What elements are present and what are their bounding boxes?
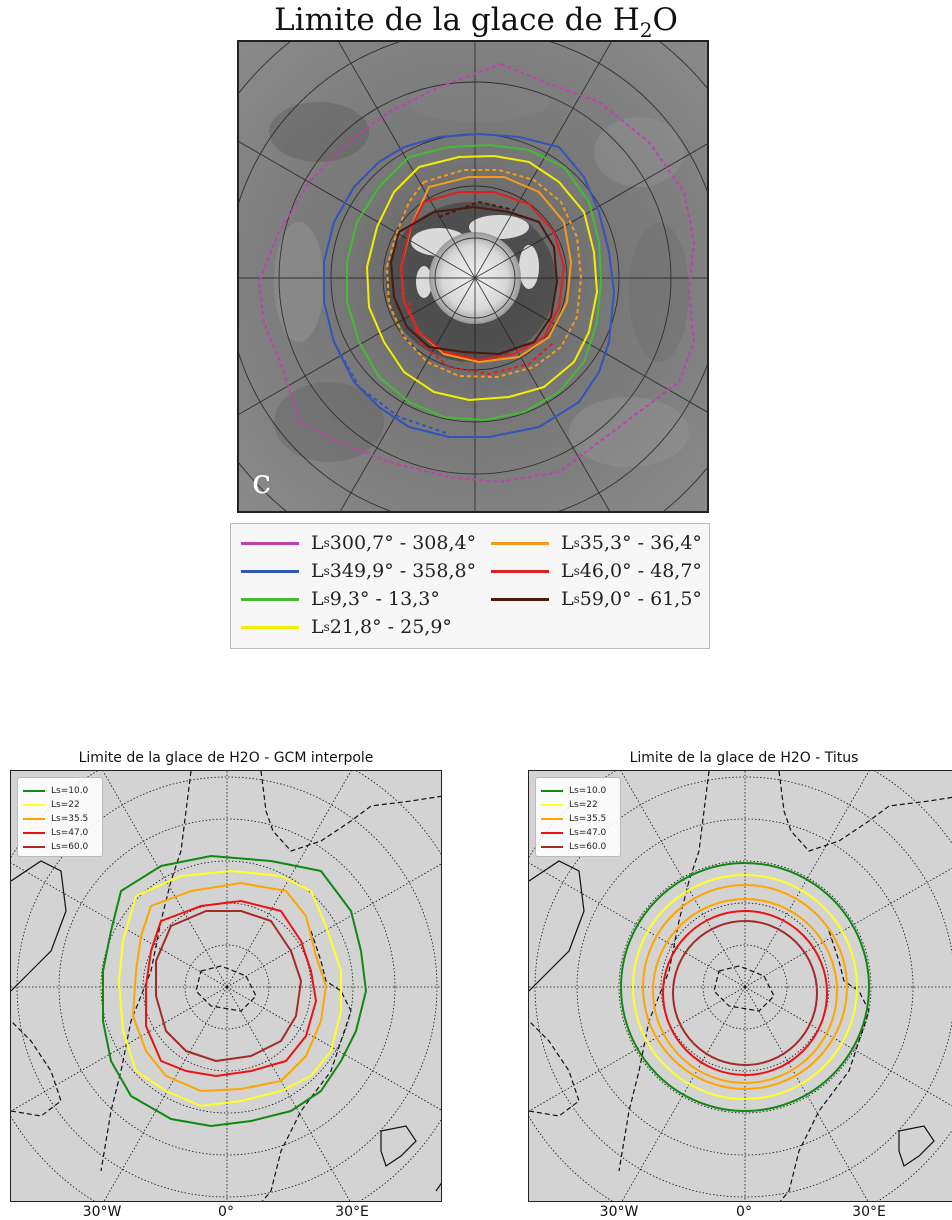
legend-swatch xyxy=(491,569,549,573)
gcm-map-title: Limite de la glace de H2O - GCM interpol… xyxy=(78,750,374,766)
contour-ls-300 xyxy=(258,63,695,483)
legend-item: Ls=35.5 xyxy=(541,812,606,826)
titus-legend: Ls=10.0 Ls=22 Ls=35.5 Ls=47.0 Ls=60.0 xyxy=(535,777,621,857)
legend-swatch xyxy=(23,846,45,848)
contour-ls-350 xyxy=(323,133,615,438)
titus-tick-30e: 30°E xyxy=(852,1204,886,1220)
titus-coastlines xyxy=(529,771,952,1201)
titus-map-title: Limite de la glace de H2O - Titus xyxy=(629,750,859,766)
gcm-polar-map: Ls=10.0 Ls=22 Ls=35.5 Ls=47.0 Ls=60.0 xyxy=(10,770,442,1202)
legend-swatch xyxy=(241,625,299,629)
contour-ls-46 xyxy=(400,191,565,361)
titus-graticule xyxy=(529,771,952,1201)
contour-ls-10 xyxy=(346,144,602,421)
legend-item: Ls=47.0 xyxy=(541,826,606,840)
legend-swatch xyxy=(23,832,45,834)
gcm-contour-ls-60 xyxy=(155,910,302,1062)
titus-contours xyxy=(620,862,870,1112)
gcm-graticule xyxy=(11,771,441,1201)
legend-item: Ls=60.0 xyxy=(23,840,88,854)
panel-letter: c xyxy=(252,462,272,502)
legend-swatch xyxy=(541,804,563,806)
titus-contour-ls-47 xyxy=(662,910,828,1076)
titus-contour-ls-60 xyxy=(672,920,818,1066)
gcm-contour-ls-10 xyxy=(102,855,367,1127)
contour-ls-22 xyxy=(366,155,598,401)
top-map-graphic xyxy=(239,42,707,511)
legend-swatch xyxy=(541,790,563,792)
top-map-title: Limite de la glace de H2O xyxy=(274,2,678,43)
top-graticule xyxy=(239,42,707,511)
contour-ls-35 xyxy=(386,169,582,378)
contour-ls-59 xyxy=(390,206,558,355)
titus-contour-ls-35b xyxy=(652,898,838,1084)
legend-swatch xyxy=(241,569,299,573)
titus-tick-0: 0° xyxy=(736,1204,752,1220)
legend-item: Ls=10.0 xyxy=(23,784,88,798)
gcm-contour-ls-35 xyxy=(132,882,327,1092)
titus-tick-30w: 30°W xyxy=(599,1204,639,1220)
gcm-tick-0: 0° xyxy=(218,1204,234,1220)
top-polar-map xyxy=(237,40,709,513)
legend-swatch xyxy=(241,541,299,545)
legend-item: Ls=35.5 xyxy=(23,812,88,826)
top-contours xyxy=(258,63,695,483)
legend-swatch xyxy=(23,818,45,820)
legend-item: Ls=47.0 xyxy=(23,826,88,840)
legend-swatch xyxy=(491,597,549,601)
legend-swatch xyxy=(541,818,563,820)
gcm-contour-ls-47 xyxy=(145,900,317,1077)
legend-swatch xyxy=(241,597,299,601)
legend-swatch xyxy=(541,832,563,834)
legend-item: Ls=22 xyxy=(23,798,80,812)
gcm-contour-ls-22 xyxy=(118,870,342,1107)
legend-swatch xyxy=(23,804,45,806)
legend-item: Ls=22 xyxy=(541,798,598,812)
gcm-tick-30w: 30°W xyxy=(82,1204,122,1220)
titus-contour-ls-10 xyxy=(620,862,870,1112)
titus-contour-ls-35a xyxy=(642,884,848,1090)
gcm-map-graphic xyxy=(11,771,441,1201)
legend-item: Ls=10.0 xyxy=(541,784,606,798)
legend-swatch xyxy=(541,846,563,848)
legend-item: Ls=60.0 xyxy=(541,840,606,854)
gcm-contours xyxy=(102,855,367,1127)
titus-map-graphic xyxy=(529,771,952,1201)
titus-contour-ls-22 xyxy=(632,874,858,1100)
terrain-texture xyxy=(269,82,689,467)
legend-swatch xyxy=(23,790,45,792)
titus-polar-map: Ls=10.0 Ls=22 Ls=35.5 Ls=47.0 Ls=60.0 xyxy=(528,770,952,1202)
legend-swatch xyxy=(491,541,549,545)
gcm-legend: Ls=10.0 Ls=22 Ls=35.5 Ls=47.0 Ls=60.0 xyxy=(17,777,103,857)
gcm-coastlines xyxy=(11,771,441,1201)
gcm-tick-30e: 30°E xyxy=(335,1204,369,1220)
